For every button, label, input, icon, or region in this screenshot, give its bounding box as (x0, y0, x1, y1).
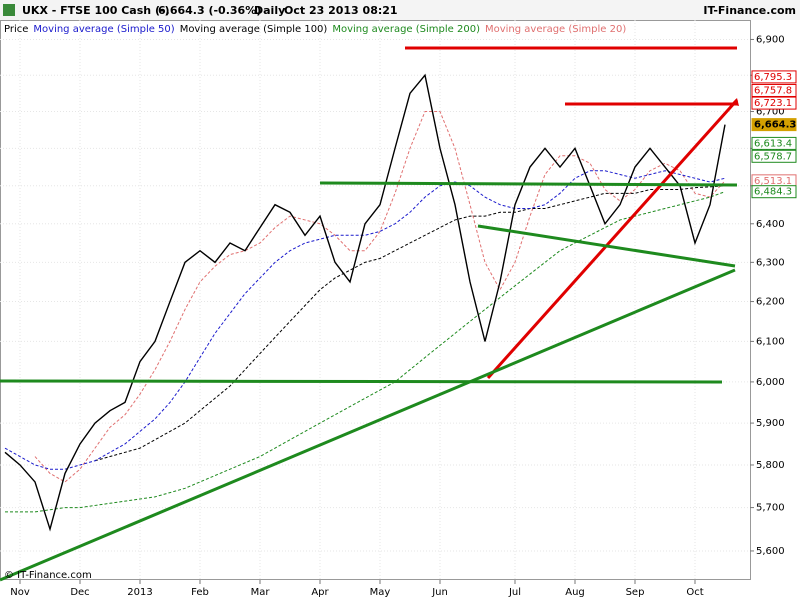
y-tick-label: 6,400 (756, 219, 785, 230)
price-label: 6,664.3 (754, 120, 796, 131)
x-tick-label: Mar (251, 587, 271, 598)
price-label-box (751, 70, 797, 84)
x-tick-label: Apr (311, 587, 329, 598)
y-tick-label: 6,300 (756, 257, 785, 268)
x-tick-label: Aug (565, 587, 585, 598)
y-tick-label: 6,100 (756, 336, 785, 347)
trend-arrow (731, 98, 739, 106)
x-tick-label: Nov (10, 587, 30, 598)
y-tick-label: 6,900 (756, 34, 785, 45)
legend-entry: Moving average (Simple 100) (180, 24, 328, 35)
legend: Price Moving average (Simple 50) Moving av… (4, 24, 626, 35)
x-tick-label: May (370, 587, 391, 598)
price-label-box (751, 185, 797, 199)
axes: 5,600 5,700 5,800 5,900 6,000 6,100 6,200 6,300… (10, 34, 797, 598)
y-tick-label: 6,000 (756, 377, 785, 388)
series-lines (4, 73, 726, 532)
x-tick-label: Sep (626, 587, 645, 598)
legend-entry: Price (4, 24, 28, 35)
header-symbol: UKX - FTSE 100 Cash (-) (22, 4, 170, 17)
x-tick-label: Jun (431, 587, 448, 598)
y-tick-label: 5,600 (756, 546, 785, 557)
y-tick-label: 5,800 (756, 460, 785, 471)
series-line (34, 111, 726, 483)
series-line (4, 170, 726, 470)
trendline (0, 268, 736, 582)
price-label-box (751, 83, 797, 97)
y-tick-label: 5,700 (756, 503, 785, 514)
price-label-box (751, 136, 797, 150)
y-tick-label: 6,700 (756, 107, 785, 118)
x-tick-label: Dec (70, 587, 89, 598)
price-label-box (751, 96, 797, 110)
legend-entry: Moving average (Simple 50) (33, 24, 174, 35)
header-datetime: Oct 23 2013 08:21 (284, 4, 398, 17)
plot-frame (0, 20, 751, 580)
price-label: 6,795.3 (754, 72, 792, 83)
y-tick-label: 5,900 (756, 418, 785, 429)
x-tick-label: Oct (686, 587, 703, 598)
trendline (319, 181, 738, 187)
header-icon (3, 4, 15, 16)
header-period: Daily (254, 4, 285, 17)
header-bar (0, 0, 800, 20)
price-label: 6,513.1 (754, 176, 792, 187)
x-tick-label: Feb (191, 587, 209, 598)
x-tick-label: Jul (508, 587, 521, 598)
y-tick-label: 6,200 (756, 297, 785, 308)
legend-entry: Moving average (Simple 200) (332, 24, 480, 35)
series-line (4, 73, 726, 532)
price-label: 6,757.8 (754, 85, 792, 96)
price-label-box (751, 118, 797, 132)
x-tick-label: 2013 (127, 587, 152, 598)
trendline (486, 98, 739, 380)
price-label: 6,484.3 (754, 187, 792, 198)
price-label: 6,578.7 (754, 151, 792, 162)
trendlines (0, 46, 739, 582)
series-line (94, 185, 726, 462)
legend-entry: Moving average (Simple 20) (485, 24, 626, 35)
header-brand: IT-Finance.com (703, 4, 796, 17)
series-line (5, 191, 726, 513)
footer: © IT-Finance.com (4, 570, 92, 581)
price-label-box (751, 149, 797, 163)
price-label: 6,613.4 (754, 138, 792, 149)
trendline (477, 224, 736, 268)
header-quote: 6,664.3 (-0.36%) (158, 4, 261, 17)
price-label: 6,723.1 (754, 98, 792, 109)
trendline (0, 379, 723, 384)
